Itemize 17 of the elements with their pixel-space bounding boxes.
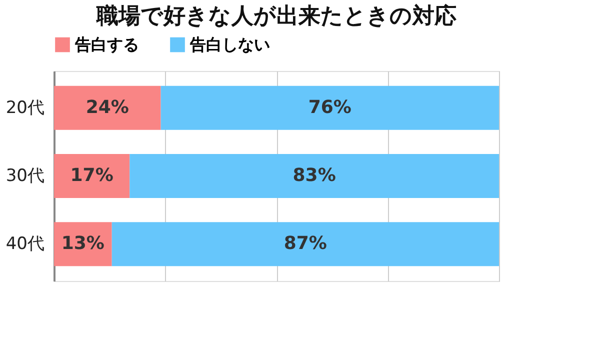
data-label: 87% bbox=[284, 233, 327, 254]
data-label: 13% bbox=[61, 233, 104, 254]
legend-label: 告白しない bbox=[189, 34, 270, 54]
bar bbox=[54, 86, 161, 130]
y-tick-label: 40代 bbox=[6, 234, 44, 254]
chart-title: 職場で好きな人が出来たときの対応 bbox=[96, 3, 456, 29]
bar bbox=[130, 154, 499, 198]
bar bbox=[54, 154, 130, 198]
data-label: 24% bbox=[86, 96, 129, 118]
data-label: 83% bbox=[292, 165, 336, 186]
y-tick-label: 20代 bbox=[6, 98, 44, 118]
data-label: 17% bbox=[70, 165, 114, 186]
data-label: 76% bbox=[308, 96, 352, 118]
y-tick-label: 30代 bbox=[6, 166, 44, 186]
legend-label: 告白する bbox=[74, 34, 139, 54]
bar bbox=[160, 86, 499, 130]
bar bbox=[112, 222, 499, 266]
